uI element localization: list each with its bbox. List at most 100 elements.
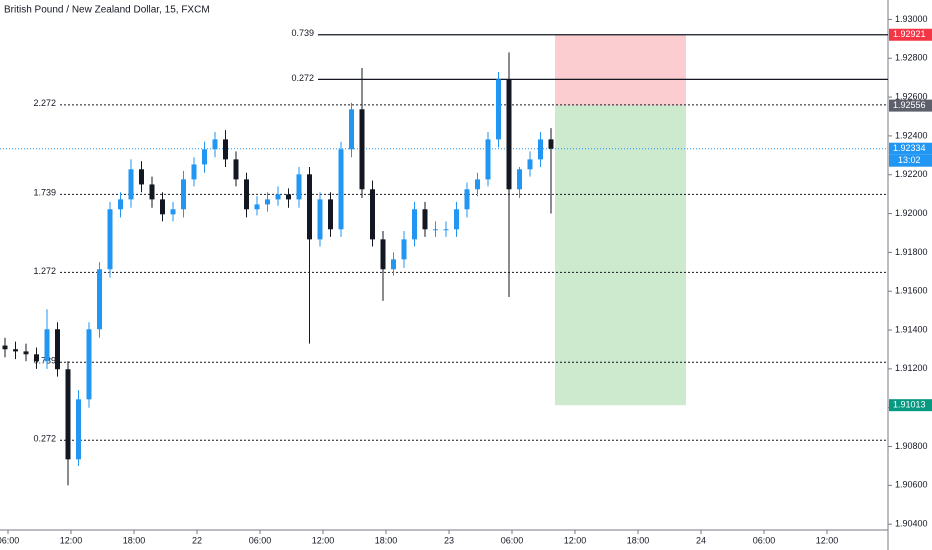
candle-body (485, 139, 491, 180)
candle-body (349, 109, 354, 150)
candle-body (412, 209, 417, 240)
y-tick-label: 1.92200 (895, 169, 928, 179)
fib-label: 0.272 (33, 434, 56, 444)
candle-body (464, 189, 470, 210)
candle-body (107, 209, 113, 270)
y-tick-label: 1.90800 (895, 441, 928, 451)
x-tick-label: 06:00 (753, 535, 776, 545)
candle-body (254, 204, 260, 210)
candle-body (160, 199, 165, 215)
candle-body (527, 159, 533, 170)
candle-body (443, 229, 449, 231)
entry-tag: 1.92556 (893, 100, 926, 110)
candle-body (548, 139, 554, 149)
candle-body (296, 174, 302, 200)
candle-body (191, 164, 197, 180)
candle-body (44, 329, 50, 362)
y-tick-label: 1.91200 (895, 363, 928, 373)
candle-body (34, 354, 39, 362)
candle-body (118, 199, 123, 210)
candle-body (202, 149, 207, 165)
candle-body (401, 239, 407, 260)
current-price-tag-bg (889, 142, 932, 155)
candle-body (170, 209, 176, 215)
y-tick-label: 1.90600 (895, 480, 928, 490)
entry-tag-bg (889, 99, 932, 112)
candle-body (422, 209, 428, 230)
stop-tag: 1.92921 (893, 29, 926, 39)
x-tick-label: 12:00 (564, 535, 587, 545)
candle-body (2, 345, 8, 350)
candle-body (433, 229, 438, 231)
y-tick-label: 1.91800 (895, 247, 928, 257)
candle-body (244, 179, 249, 210)
candle-body (307, 174, 312, 240)
x-tick-label: 12:00 (816, 535, 839, 545)
x-tick-label: 22 (192, 535, 202, 545)
candle-body (328, 199, 333, 230)
fib-label: 2.272 (33, 98, 56, 108)
candle-body (359, 109, 365, 190)
candle-body (76, 399, 81, 460)
candle-body (454, 209, 459, 230)
y-tick-label: 1.92600 (895, 91, 928, 101)
chart-title: British Pound / New Zealand Dollar, 15, … (4, 5, 210, 16)
candle-body (338, 149, 344, 230)
candle-body (223, 139, 228, 160)
candle-body (265, 199, 270, 205)
x-tick-label: 24 (696, 535, 706, 545)
fib-label: 1.739 (33, 188, 56, 198)
fib-label: 0.272 (291, 73, 314, 83)
x-tick-label: 18:00 (627, 535, 650, 545)
candle-body (233, 159, 239, 180)
y-tick-label: 1.92000 (895, 208, 928, 218)
candle-body (86, 329, 92, 400)
candle-body (517, 169, 522, 190)
current-price-tag: 1.92334 (893, 143, 926, 153)
candle-body (65, 369, 71, 460)
countdown: 13:02 (898, 155, 921, 165)
candle-body (181, 179, 186, 210)
target-tag-bg (889, 399, 932, 412)
candle-body (496, 79, 501, 140)
target-tag: 1.91013 (893, 400, 926, 410)
candle-body (286, 194, 291, 200)
candle-body (506, 79, 512, 190)
x-tick-label: 23 (444, 535, 454, 545)
candle-body (23, 351, 29, 355)
candle-body (391, 259, 396, 270)
x-tick-label: 06:00 (0, 535, 19, 545)
y-tick-label: 1.92800 (895, 53, 928, 63)
y-tick-label: 1.93000 (895, 14, 928, 24)
target-zone (555, 105, 686, 406)
y-tick-label: 1.90400 (895, 519, 928, 529)
candle-body (538, 139, 543, 160)
fib-label: 0.739 (291, 28, 314, 38)
y-tick-label: 1.91600 (895, 286, 928, 296)
x-tick-label: 18:00 (123, 535, 146, 545)
stop-tag-bg (889, 28, 932, 41)
x-tick-label: 18:00 (375, 535, 398, 545)
x-tick-label: 12:00 (312, 535, 335, 545)
candle-body (380, 239, 386, 270)
candle-body (55, 329, 60, 370)
x-tick-label: 06:00 (501, 535, 524, 545)
y-tick-label: 1.92400 (895, 130, 928, 140)
candle-body (370, 189, 375, 240)
candle-body (317, 199, 323, 240)
y-tick-label: 1.91400 (895, 324, 928, 334)
stop-zone (555, 34, 686, 106)
fib-label: 1.272 (33, 266, 56, 276)
candle-body (97, 269, 102, 330)
candle-body (275, 194, 281, 200)
candle-body (13, 349, 18, 352)
candle-body (149, 184, 155, 200)
candle-body (212, 139, 218, 150)
x-tick-label: 06:00 (249, 535, 272, 545)
candle-body (128, 169, 134, 200)
candle-body (139, 169, 144, 185)
candle-body (475, 179, 480, 190)
x-tick-label: 12:00 (60, 535, 83, 545)
